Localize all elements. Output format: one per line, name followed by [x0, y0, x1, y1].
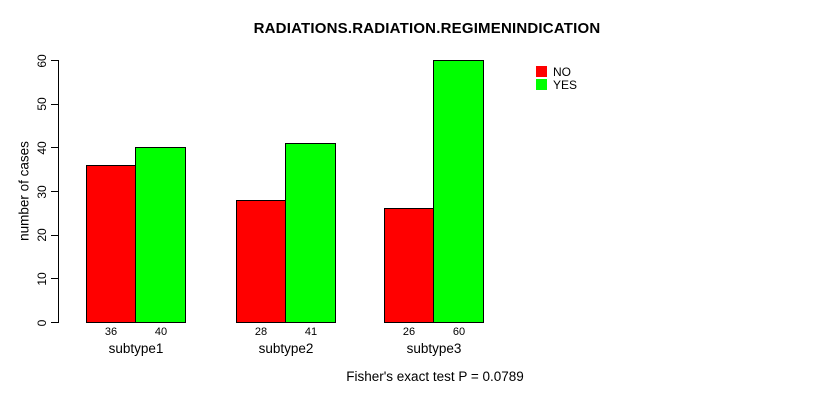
y-axis-tick-label: 60 [35, 53, 49, 68]
y-axis-tick [51, 147, 58, 149]
y-axis-line [58, 60, 59, 323]
x-axis-category-label: subtype2 [258, 341, 314, 356]
bar-no-subtype2 [236, 199, 286, 323]
legend-label-no: NO [553, 65, 571, 79]
bar-yes-subtype2 [285, 142, 336, 323]
y-axis-tick [51, 191, 58, 192]
bar-value-label: 41 [304, 326, 318, 338]
bar-yes-subtype3 [433, 60, 484, 323]
y-axis-tick [51, 322, 58, 323]
y-axis-tick-label: 20 [35, 228, 49, 242]
bar-value-label: 36 [104, 326, 118, 338]
bar-yes-subtype1 [135, 147, 186, 323]
x-axis-category-label: subtype1 [108, 341, 164, 356]
chart-title: RADIATIONS.RADIATION.REGIMENINDICATION [253, 20, 601, 37]
y-axis-tick [51, 278, 58, 280]
y-axis-tick [51, 103, 58, 105]
legend-label-yes: YES [553, 78, 578, 92]
y-axis-tick-label: 10 [35, 272, 49, 286]
y-axis-tick [51, 234, 58, 236]
y-axis-tick [51, 60, 58, 61]
bar-value-label: 28 [254, 326, 268, 338]
legend-swatch-yes [536, 79, 547, 90]
bar-no-subtype1 [86, 164, 136, 323]
bar-value-label: 40 [154, 326, 168, 338]
y-axis-tick-label: 40 [35, 141, 49, 155]
y-axis-tick-label: 50 [35, 97, 49, 111]
y-axis-tick-label: 0 [35, 319, 49, 326]
stat-test-caption: Fisher's exact test P = 0.0789 [346, 369, 524, 384]
y-axis-label: number of cases [16, 141, 32, 241]
legend-swatch-no [536, 66, 547, 77]
bar-no-subtype3 [384, 208, 434, 323]
bar-value-label: 26 [402, 326, 416, 338]
x-axis-category-label: subtype3 [406, 341, 462, 356]
y-axis-tick-label: 30 [35, 184, 49, 199]
bar-value-label: 60 [452, 326, 466, 338]
